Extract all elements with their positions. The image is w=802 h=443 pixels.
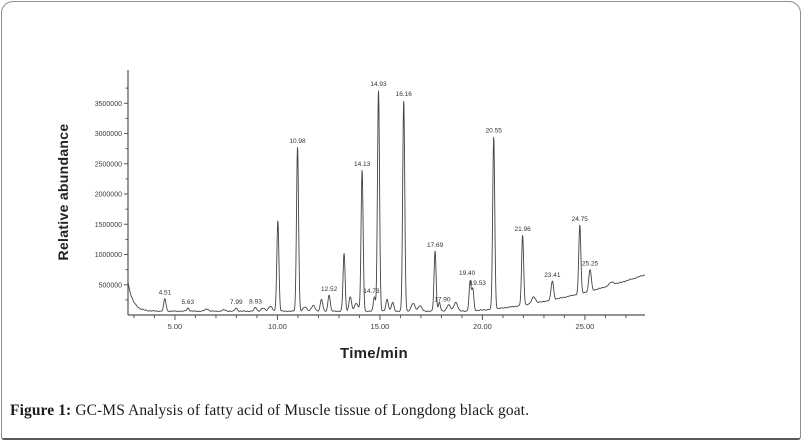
figure-caption: Figure 1: GC-MS Analysis of fatty acid of… <box>10 402 792 420</box>
peak-label: 23.41 <box>544 272 561 279</box>
peak-label: 14.93 <box>370 81 387 88</box>
peak-label: 17.69 <box>427 242 444 249</box>
peak-label: 20.55 <box>486 128 503 135</box>
x-tick-label: 10.00 <box>268 322 287 331</box>
peak-label: 5.63 <box>182 299 195 306</box>
peak-label: 24.75 <box>572 216 589 223</box>
peak-label: 12.52 <box>321 286 338 293</box>
x-axis-ticks: 5.00 10.00 15.00 20.00 25.00 <box>133 315 627 331</box>
trace-path <box>127 90 646 313</box>
peak-label: 17.90 <box>434 296 451 303</box>
peak-label: 10.98 <box>289 138 306 145</box>
peak-labels: 4.51 5.63 7.99 8.93 10.98 12.52 14.13 14.73 14.9… <box>159 81 599 306</box>
y-tick-label: 1500000 <box>95 222 122 229</box>
peak-label: 16.16 <box>396 91 413 98</box>
peak-label: 4.51 <box>159 290 172 297</box>
y-tick-label: 500000 <box>99 282 122 289</box>
x-tick-label: 5.00 <box>168 322 183 331</box>
y-tick-label: 1000000 <box>95 252 122 259</box>
peak-label: 14.73 <box>363 288 380 295</box>
y-axis-title: Relative abundance <box>55 124 71 261</box>
figure-caption-text: GC-MS Analysis of fatty acid of Muscle t… <box>75 402 530 419</box>
chromatogram-chart: 500000 1000000 1500000 2000000 2500000 300000… <box>55 70 646 362</box>
y-tick-label: 2000000 <box>95 192 122 199</box>
peak-label: 19.53 <box>470 280 487 287</box>
chromatogram-trace <box>127 90 646 313</box>
x-axis-title: Time/min <box>340 345 408 362</box>
peak-label: 19.40 <box>459 270 476 277</box>
peak-label: 14.13 <box>354 161 371 168</box>
x-tick-label: 20.00 <box>473 322 492 331</box>
y-axis-ticks: 500000 1000000 1500000 2000000 2500000 300000… <box>95 87 128 301</box>
x-tick-label: 15.00 <box>371 322 390 331</box>
peak-label: 21.96 <box>514 226 531 233</box>
y-tick-label: 3500000 <box>95 101 122 108</box>
figure-caption-label: Figure 1: <box>10 402 72 419</box>
x-tick-label: 25.00 <box>576 322 595 331</box>
peak-label: 8.93 <box>249 298 262 305</box>
peak-label: 7.99 <box>230 299 243 306</box>
peak-label: 25.25 <box>582 261 599 268</box>
y-tick-label: 3000000 <box>95 131 122 138</box>
y-tick-label: 2500000 <box>95 161 122 168</box>
